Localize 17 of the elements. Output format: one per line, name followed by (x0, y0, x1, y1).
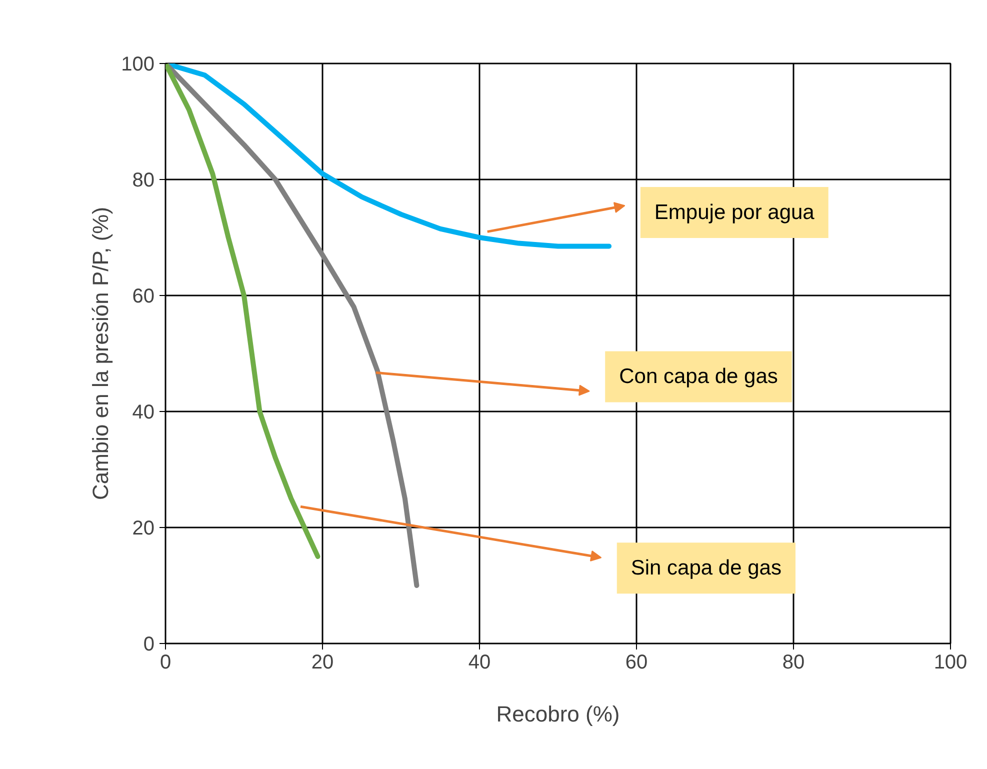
annotation: Sin capa de gas (630, 556, 782, 580)
x-tick-label: 0 (160, 652, 172, 674)
annotation: Empuje por agua (654, 201, 815, 224)
x-tick-label: 60 (625, 652, 648, 674)
y-tick-label: 40 (132, 402, 155, 424)
annotation: Con capa de gas (619, 365, 778, 388)
y-tick-label: 60 (132, 286, 155, 308)
x-tick-label: 80 (782, 652, 805, 674)
y-tick-label: 20 (132, 518, 155, 540)
y-tick-label: 0 (143, 634, 154, 656)
x-axis-title: Recobro (%) (496, 702, 620, 726)
x-tick-label: 20 (311, 652, 334, 674)
x-tick-label: 40 (468, 652, 491, 674)
y-axis-title: Cambio en la presión P/P, (%) (88, 206, 114, 500)
y-tick-label: 100 (121, 54, 155, 76)
x-tick-label: 100 (934, 652, 968, 674)
y-tick-label: 80 (132, 170, 155, 192)
